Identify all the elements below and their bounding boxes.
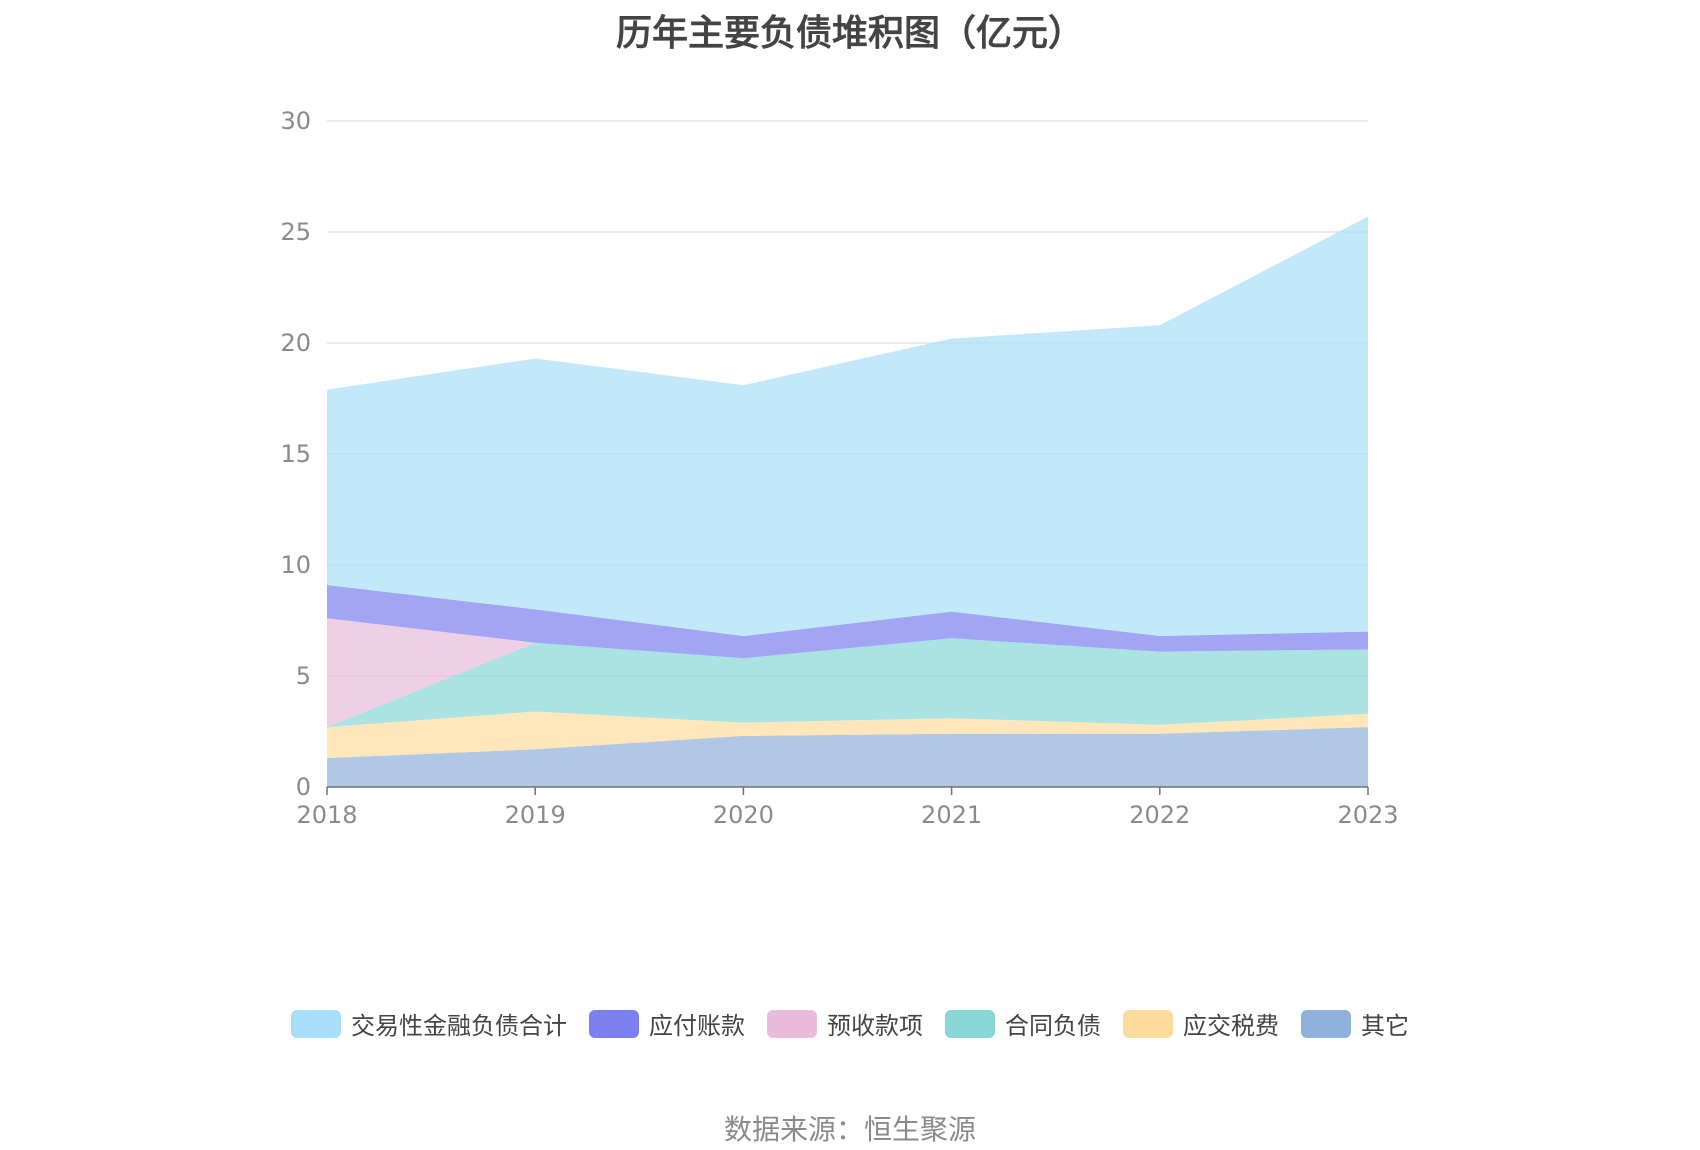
chart-title: 历年主要负债堆积图（亿元） xyxy=(615,13,1084,54)
legend-swatch xyxy=(589,1009,639,1038)
legend-item[interactable]: 交易性金融负债合计 xyxy=(291,1006,567,1041)
x-tick-label: 2019 xyxy=(505,801,566,829)
y-tick-label: 15 xyxy=(280,440,311,468)
area-series-0 xyxy=(327,727,1368,787)
x-axis xyxy=(326,786,1369,795)
y-tick-label: 10 xyxy=(280,551,311,579)
area-series xyxy=(327,216,1368,787)
legend-label: 合同负债 xyxy=(1005,1012,1101,1040)
stacked-area-chart: 0 5 10 15 20 25 30 2018 2019 2020 2021 2022 2023 xyxy=(280,107,1398,829)
legend: 交易性金融负债合计 应付账款 预收款项 合同负债 应交税费 其它 xyxy=(0,1006,1700,1041)
x-tick-label: 2020 xyxy=(713,801,774,829)
legend-swatch xyxy=(1301,1009,1351,1038)
x-tick-label: 2022 xyxy=(1129,801,1190,829)
x-tick-label: 2021 xyxy=(921,801,982,829)
legend-label: 交易性金融负债合计 xyxy=(351,1012,567,1040)
legend-item[interactable]: 合同负债 xyxy=(945,1006,1101,1041)
y-tick-label: 20 xyxy=(280,329,311,357)
area-series-2 xyxy=(327,638,1368,728)
y-tick-label: 5 xyxy=(296,662,311,690)
legend-item[interactable]: 应交税费 xyxy=(1123,1006,1279,1041)
y-axis-ticks: 0 5 10 15 20 25 30 xyxy=(280,107,311,801)
x-tick-label: 2018 xyxy=(296,801,357,829)
legend-label: 预收款项 xyxy=(827,1012,923,1040)
x-axis-ticks: 2018 2019 2020 2021 2022 2023 xyxy=(296,801,1398,829)
legend-label: 应交税费 xyxy=(1183,1012,1279,1040)
legend-item[interactable]: 其它 xyxy=(1301,1006,1409,1041)
legend-label: 应付账款 xyxy=(649,1012,745,1040)
legend-swatch xyxy=(767,1009,817,1038)
legend-label: 其它 xyxy=(1361,1012,1409,1040)
y-tick-label: 30 xyxy=(280,107,311,135)
y-tick-label: 0 xyxy=(296,773,311,801)
legend-item[interactable]: 应付账款 xyxy=(589,1006,745,1041)
x-tick-label: 2023 xyxy=(1337,801,1398,829)
area-series-1 xyxy=(327,711,1368,759)
legend-swatch xyxy=(291,1009,341,1038)
legend-swatch xyxy=(945,1009,995,1038)
legend-swatch xyxy=(1123,1009,1173,1038)
data-source: 数据来源：恒生聚源 xyxy=(723,1113,976,1146)
y-tick-label: 25 xyxy=(280,218,311,246)
area-series-4 xyxy=(327,585,1368,659)
area-series-5 xyxy=(327,216,1368,636)
legend-item[interactable]: 预收款项 xyxy=(767,1006,923,1041)
